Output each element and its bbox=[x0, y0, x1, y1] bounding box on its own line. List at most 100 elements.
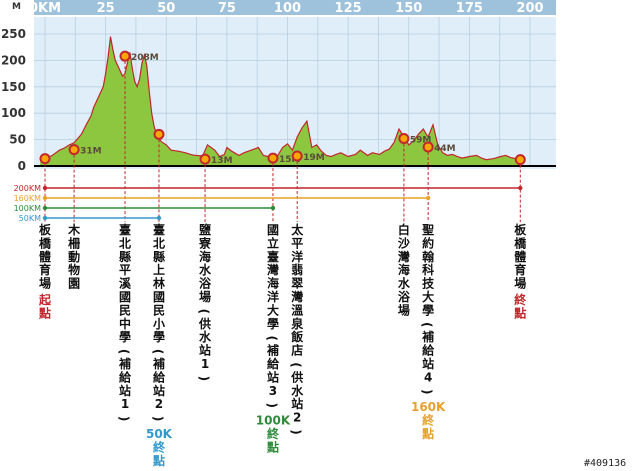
place-label-char: 浴 bbox=[199, 276, 212, 291]
place-finish-label: 點 bbox=[514, 305, 526, 320]
place-label-char: 沙 bbox=[398, 236, 410, 250]
place-label-char: 飯 bbox=[290, 329, 303, 344]
place-finish-label: 終 bbox=[422, 413, 435, 428]
place-label-char: 育 bbox=[39, 262, 51, 277]
y-tick-label: 150 bbox=[1, 80, 26, 94]
place-label-char: ( bbox=[420, 322, 434, 327]
place-label-char: 給 bbox=[119, 369, 132, 384]
place-label-char: 供 bbox=[290, 369, 303, 384]
place-label-char: 臺 bbox=[119, 222, 131, 237]
place-label-char: 寮 bbox=[198, 235, 212, 250]
checkpoint-marker bbox=[291, 150, 303, 162]
place-label-char: ) bbox=[117, 416, 131, 421]
x-tick-label: 125 bbox=[335, 1, 362, 16]
place-label-char: 1 bbox=[121, 397, 129, 411]
x-tick-label: 25 bbox=[97, 1, 115, 16]
place-label-char: 站 bbox=[199, 343, 211, 358]
place-finish-label: 終 bbox=[153, 439, 166, 454]
place-label-char: ) bbox=[420, 389, 434, 394]
route-end bbox=[270, 205, 276, 211]
place-label-char: 站 bbox=[291, 396, 303, 411]
place-label-char: 中 bbox=[119, 316, 131, 331]
place-label-char: 站 bbox=[153, 383, 165, 398]
checkpoint-marker bbox=[514, 154, 526, 166]
place-label-char: 補 bbox=[152, 356, 165, 371]
checkpoint-marker bbox=[39, 153, 51, 165]
route-distance-label: 160KM bbox=[14, 194, 42, 203]
y-tick-label: 0 bbox=[18, 159, 26, 173]
watermark: #409136 bbox=[584, 458, 626, 469]
place-label-char: 臺 bbox=[267, 249, 279, 264]
place-label-char: 溪 bbox=[119, 276, 132, 291]
place-label-char: 北 bbox=[153, 235, 165, 250]
altitude-label: 59M bbox=[410, 136, 432, 146]
place-label-char: 約 bbox=[422, 235, 434, 250]
place-label-char: 翠 bbox=[291, 277, 303, 291]
place-label-char: 木 bbox=[67, 222, 81, 237]
altitude-label: 208M bbox=[131, 53, 159, 63]
place-label-char: 聖 bbox=[422, 223, 434, 237]
place-label-char: 園 bbox=[68, 277, 80, 291]
place-label-char: 國 bbox=[153, 290, 165, 304]
place-label-char: 學 bbox=[422, 302, 434, 317]
y-tick-label: 250 bbox=[1, 27, 26, 41]
place-label-char: 北 bbox=[119, 235, 131, 250]
route-start bbox=[42, 205, 48, 211]
place-label-char: ( bbox=[151, 349, 165, 354]
place-finish-label: 終 bbox=[267, 426, 280, 441]
place-label-char: 民 bbox=[119, 303, 131, 317]
place-label-char: 補 bbox=[421, 329, 434, 344]
place-label-char: 物 bbox=[68, 262, 80, 277]
altitude-label: 15M bbox=[279, 155, 301, 165]
place-finish-label: 起 bbox=[38, 292, 52, 307]
place-label-char: 翡 bbox=[291, 262, 303, 277]
place-label-char: 學 bbox=[119, 329, 131, 344]
y-axis-label: M bbox=[12, 2, 21, 12]
place-label-char: 2 bbox=[155, 397, 163, 411]
place-label-char: 灣 bbox=[267, 262, 279, 277]
elevation-line bbox=[39, 36, 521, 162]
place-label-char: 灣 bbox=[398, 249, 410, 264]
place-labels: 板橋體育場起點木柵動物園臺北縣平溪國民中學(補給站1)臺北縣上林國民小學(補給站… bbox=[38, 222, 527, 468]
x-tick-label: 75 bbox=[218, 1, 236, 16]
place-label-char: 太 bbox=[291, 222, 304, 237]
place-label-char: 4 bbox=[424, 370, 432, 384]
y-axis-ticks: 0 50 100 150 200 250 bbox=[1, 27, 26, 173]
place-label-char: 橋 bbox=[514, 235, 527, 250]
place-label-char: 育 bbox=[514, 262, 526, 277]
place-label-char: 場 bbox=[514, 276, 526, 291]
place-label-char: 海 bbox=[199, 249, 211, 264]
place-label-char: ( bbox=[197, 309, 211, 314]
y-tick-label: 100 bbox=[1, 106, 26, 120]
place-label-char: 給 bbox=[267, 356, 280, 371]
place-label-char: 海 bbox=[267, 276, 279, 291]
x-tick-label: 175 bbox=[456, 1, 483, 16]
x-tick-label: 50 bbox=[157, 1, 175, 16]
place-label-char: 2 bbox=[293, 411, 301, 425]
place-label-char: 大 bbox=[267, 302, 279, 317]
place-label-char: 溫 bbox=[291, 303, 303, 317]
place-label-char: 學 bbox=[153, 329, 165, 344]
place-label-char: ( bbox=[265, 335, 279, 340]
checkpoint-marker bbox=[68, 144, 80, 156]
checkpoint-marker bbox=[422, 141, 434, 153]
y-tick-label: 50 bbox=[9, 133, 26, 147]
route-distance-label: 100KM bbox=[14, 204, 42, 213]
place-finish-label: 點 bbox=[422, 426, 434, 441]
place-finish-label: 點 bbox=[267, 439, 279, 454]
place-label-char: 白 bbox=[398, 222, 410, 237]
checkpoint-marker bbox=[267, 152, 279, 164]
place-label-char: 場 bbox=[199, 289, 211, 304]
route-end bbox=[518, 185, 523, 191]
place-label-char: 橋 bbox=[39, 235, 52, 250]
place-label-char: 翰 bbox=[422, 249, 434, 264]
